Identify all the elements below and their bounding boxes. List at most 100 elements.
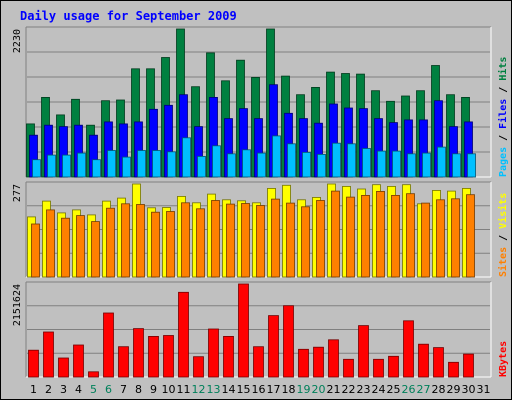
x-tick-label: 3 xyxy=(60,383,67,396)
bar-sites-day-26 xyxy=(406,193,415,278)
legend-visits-sites: Sites / Visits xyxy=(497,193,509,277)
x-tick-label: 15 xyxy=(237,383,251,396)
bar-pages-day-21 xyxy=(332,142,341,178)
x-tick-label: 24 xyxy=(372,383,386,396)
bar-pages-day-9 xyxy=(152,150,161,178)
bar-sites-day-16 xyxy=(256,205,265,278)
bar-kbytes-day-29 xyxy=(448,361,459,378)
chart-title: Daily usage for September 2009 xyxy=(20,9,237,23)
bar-kbytes-day-17 xyxy=(268,315,279,378)
bar-kbytes-day-11 xyxy=(178,291,189,378)
x-tick-label: 13 xyxy=(207,383,221,396)
bar-kbytes-day-30 xyxy=(463,353,474,378)
bar-pages-day-15 xyxy=(242,149,251,178)
legend-separator: / xyxy=(498,81,509,99)
bar-pages-day-4 xyxy=(77,152,86,178)
bar-kbytes-day-16 xyxy=(253,346,264,378)
bar-pages-day-13 xyxy=(212,145,221,178)
legend-separator: / xyxy=(498,129,509,147)
x-tick-label: 22 xyxy=(342,383,356,396)
bar-pages-day-23 xyxy=(362,148,371,178)
legend-item: KBytes xyxy=(498,341,509,377)
bar-kbytes-day-15 xyxy=(238,283,249,378)
bar-pages-day-5 xyxy=(92,159,101,178)
x-tick-label: 23 xyxy=(357,383,371,396)
bar-pages-day-16 xyxy=(257,152,266,178)
bar-kbytes-day-20 xyxy=(313,346,324,378)
x-tick-label: 28 xyxy=(432,383,446,396)
bar-kbytes-day-14 xyxy=(223,335,234,378)
bar-kbytes-day-27 xyxy=(418,343,429,378)
x-tick-label: 30 xyxy=(462,383,476,396)
bar-pages-day-8 xyxy=(137,150,146,178)
bar-kbytes-day-4 xyxy=(73,344,84,378)
bar-pages-day-12 xyxy=(197,155,206,178)
bar-kbytes-day-19 xyxy=(298,348,309,378)
x-tick-label: 25 xyxy=(387,383,401,396)
bar-sites-day-7 xyxy=(121,203,130,278)
bar-sites-day-29 xyxy=(451,198,460,278)
bar-sites-day-12 xyxy=(196,208,205,278)
bar-pages-day-7 xyxy=(122,156,131,178)
bar-sites-day-9 xyxy=(151,211,160,278)
bar-kbytes-day-22 xyxy=(343,358,354,378)
bar-sites-day-13 xyxy=(211,200,220,278)
x-tick-label: 5 xyxy=(90,383,97,396)
bar-sites-day-15 xyxy=(241,203,250,278)
bar-pages-day-10 xyxy=(167,151,176,178)
bar-kbytes-day-9 xyxy=(148,335,159,378)
legend-item: Pages xyxy=(498,147,509,177)
legend-item: Sites xyxy=(497,247,509,277)
bar-pages-day-19 xyxy=(302,151,311,178)
bar-kbytes-day-8 xyxy=(133,328,144,378)
x-tick-label: 19 xyxy=(297,383,311,396)
x-tick-label: 18 xyxy=(282,383,296,396)
bar-kbytes-day-28 xyxy=(433,347,444,378)
bar-sites-day-5 xyxy=(91,221,100,278)
bar-sites-day-24 xyxy=(376,190,385,278)
bar-pages-day-6 xyxy=(107,150,116,178)
bar-sites-day-20 xyxy=(316,200,325,278)
x-tick-label: 26 xyxy=(402,383,416,396)
legend-item: Files xyxy=(497,99,509,129)
legend-item: Hits xyxy=(497,57,509,81)
bar-sites-day-23 xyxy=(361,194,370,278)
bar-kbytes-day-13 xyxy=(208,328,219,378)
bar-kbytes-day-23 xyxy=(358,325,369,378)
x-tick-label: 16 xyxy=(252,383,266,396)
bar-pages-day-24 xyxy=(377,150,386,178)
bar-sites-day-10 xyxy=(166,211,175,278)
bar-sites-day-17 xyxy=(271,198,280,278)
bar-pages-day-14 xyxy=(227,153,236,178)
x-tick-label: 20 xyxy=(312,383,326,396)
bar-pages-day-20 xyxy=(317,153,326,178)
x-tick-label: 9 xyxy=(150,383,157,396)
bar-sites-day-22 xyxy=(346,196,355,278)
x-tick-label: 4 xyxy=(75,383,82,396)
x-tick-label: 8 xyxy=(135,383,142,396)
bar-kbytes-day-12 xyxy=(193,356,204,378)
bar-sites-day-19 xyxy=(301,206,310,278)
bar-pages-day-26 xyxy=(407,153,416,178)
bar-kbytes-day-21 xyxy=(328,339,339,378)
bar-kbytes-day-1 xyxy=(28,349,39,378)
bar-sites-day-25 xyxy=(391,194,400,278)
bar-kbytes-day-5 xyxy=(88,371,99,378)
max-label-kbytes: 2151624 xyxy=(12,284,23,326)
bar-pages-day-29 xyxy=(452,153,461,178)
bar-pages-day-18 xyxy=(287,143,296,178)
x-tick-label: 27 xyxy=(417,383,431,396)
legend-kbytes: KBytes xyxy=(498,341,509,377)
x-tick-label: 11 xyxy=(177,383,191,396)
bar-sites-day-2 xyxy=(46,209,55,278)
x-tick-label: 31 xyxy=(477,383,491,396)
bar-sites-day-28 xyxy=(436,199,445,278)
bar-pages-day-27 xyxy=(422,152,431,178)
bar-sites-day-6 xyxy=(106,207,115,278)
legend-separator: / xyxy=(498,229,509,247)
x-tick-label: 1 xyxy=(30,383,37,396)
bar-kbytes-day-2 xyxy=(43,331,54,378)
